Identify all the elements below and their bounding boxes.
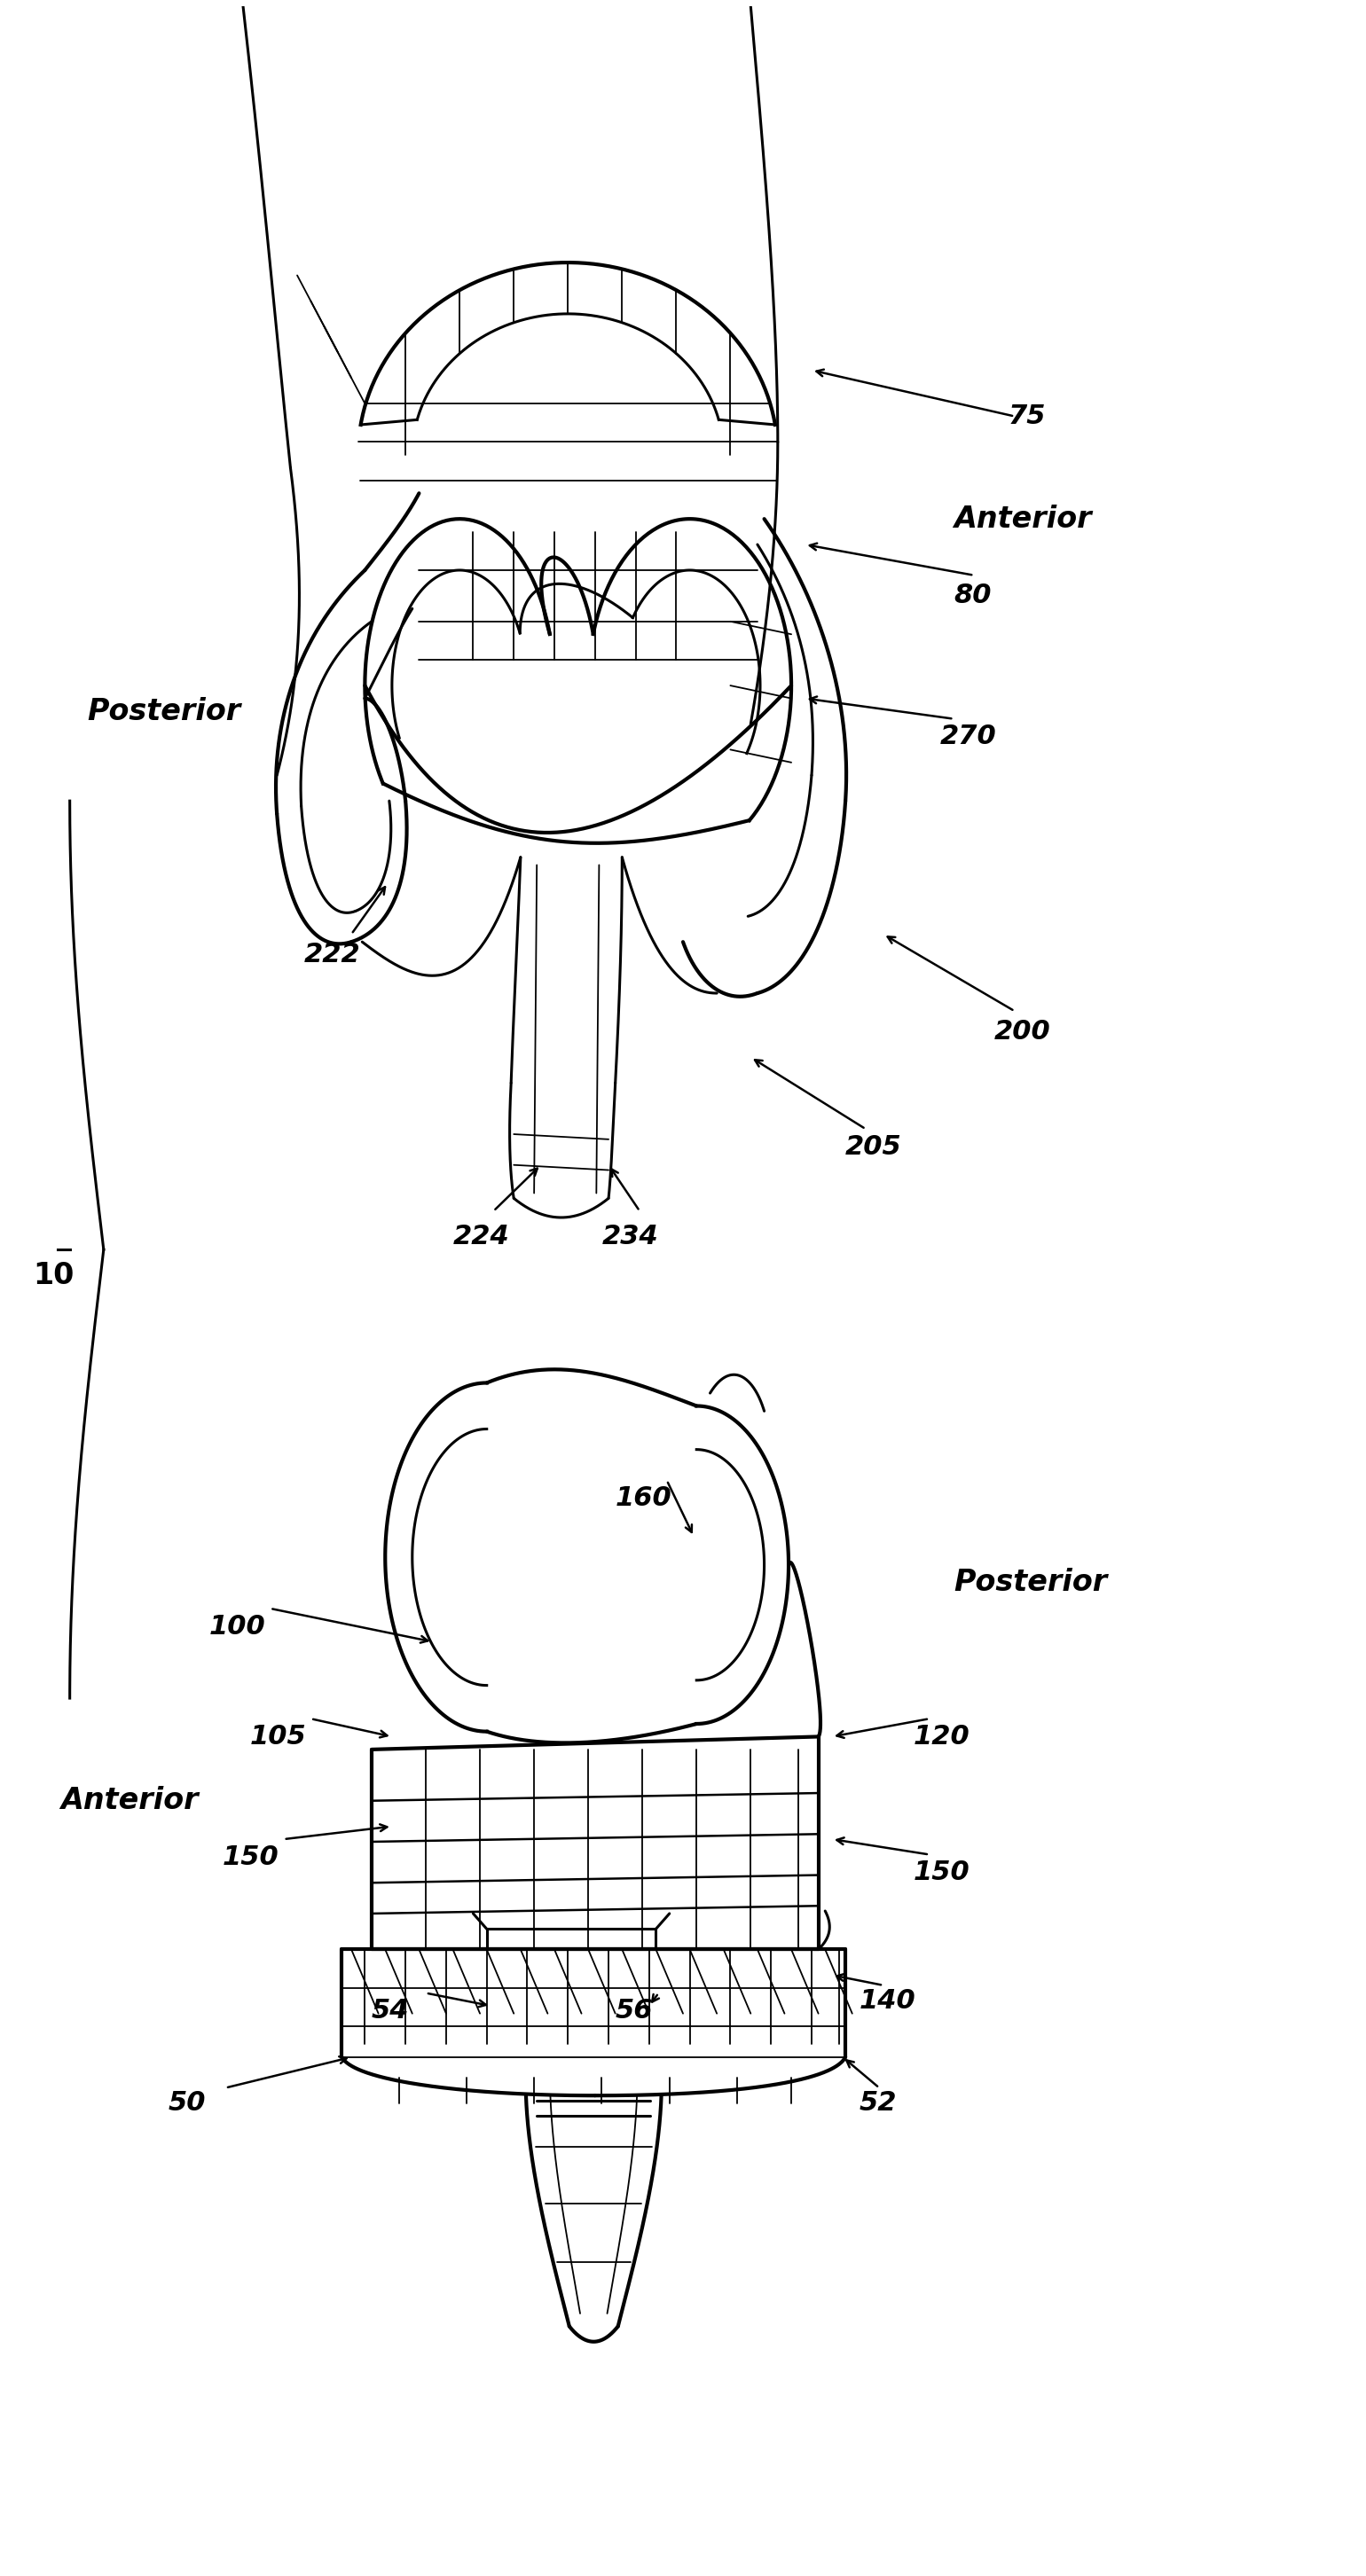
Text: 100: 100: [209, 1613, 266, 1638]
Text: Anterior: Anterior: [953, 505, 1091, 533]
Text: 56: 56: [615, 1999, 653, 2025]
Text: 234: 234: [602, 1224, 658, 1249]
Text: 10: 10: [33, 1260, 74, 1291]
Text: 205: 205: [846, 1133, 902, 1159]
Text: 222: 222: [305, 943, 361, 969]
Text: 200: 200: [994, 1018, 1050, 1043]
Text: 224: 224: [454, 1224, 510, 1249]
Text: 52: 52: [859, 2089, 896, 2115]
Text: Anterior: Anterior: [60, 1785, 198, 1816]
Text: 80: 80: [953, 582, 992, 608]
Text: 270: 270: [940, 724, 997, 750]
Text: 105: 105: [250, 1723, 306, 1749]
Text: 140: 140: [859, 1989, 915, 2014]
Text: 160: 160: [615, 1486, 672, 1512]
Text: Posterior: Posterior: [953, 1569, 1108, 1597]
Text: 120: 120: [912, 1723, 970, 1749]
Text: 75: 75: [1008, 404, 1045, 430]
Text: 50: 50: [168, 2089, 206, 2115]
Text: Posterior: Posterior: [87, 696, 240, 726]
Text: 150: 150: [223, 1844, 279, 1870]
Text: 54: 54: [372, 1999, 410, 2025]
Text: 150: 150: [912, 1860, 970, 1886]
